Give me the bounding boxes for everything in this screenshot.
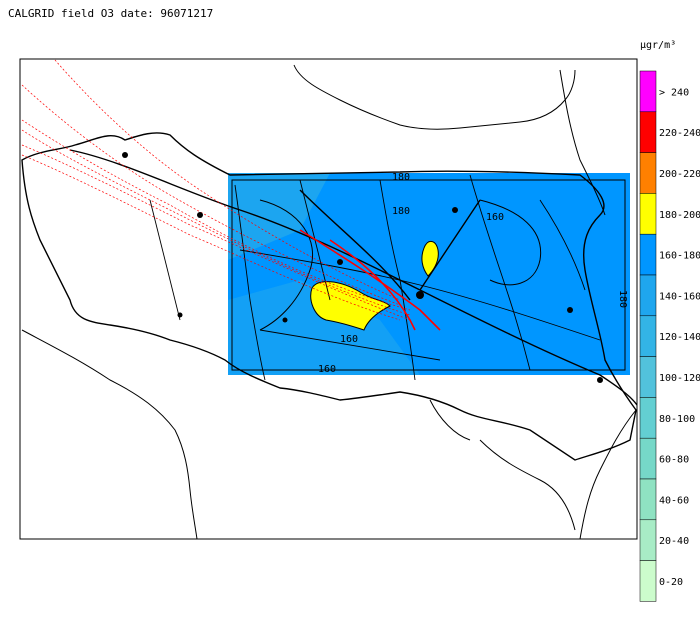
plume-trajectories bbox=[21, 59, 411, 321]
city-markers bbox=[122, 152, 603, 383]
legend-label: 200-220 bbox=[659, 169, 700, 180]
legend-swatch bbox=[639, 315, 657, 357]
contour-label: 180 bbox=[392, 172, 410, 183]
contour-label: 160 bbox=[318, 364, 336, 375]
legend-label: 20-40 bbox=[659, 536, 689, 547]
adriatic-coast-south bbox=[579, 409, 637, 540]
contour-lines bbox=[231, 179, 626, 371]
legend-swatch bbox=[639, 478, 657, 521]
legend-label: 40-60 bbox=[659, 495, 689, 506]
legend-label: 80-100 bbox=[659, 414, 695, 425]
legend-label: 160-180 bbox=[659, 251, 700, 262]
contour-label: 180 bbox=[617, 290, 628, 308]
legend-swatch bbox=[639, 560, 657, 602]
plume-core bbox=[299, 229, 441, 331]
legend-swatch bbox=[639, 70, 657, 113]
color-legend: > 240 220-240 200-220 180-200 160-180 140-160… bbox=[639, 70, 700, 602]
legend-label: > 240 bbox=[659, 87, 689, 98]
adriatic-coast-north bbox=[559, 69, 606, 216]
legend-swatch bbox=[639, 152, 657, 194]
region-boundary bbox=[21, 132, 637, 461]
inner-boundary bbox=[429, 399, 471, 441]
legend-swatch bbox=[639, 111, 657, 153]
legend-label: 100-120 bbox=[659, 373, 700, 384]
province-lines bbox=[149, 174, 601, 381]
legend-swatch bbox=[639, 437, 657, 480]
field-band-south bbox=[228, 280, 420, 375]
legend-label: 220-240 bbox=[659, 128, 700, 139]
legend-label: 120-140 bbox=[659, 332, 700, 343]
legend-label: 0-20 bbox=[659, 577, 683, 588]
contour-label: 180 bbox=[392, 206, 410, 217]
legend-swatch bbox=[639, 193, 657, 235]
legend-swatch bbox=[639, 519, 657, 561]
legend-swatch bbox=[639, 274, 657, 317]
contour-label: 160 bbox=[340, 334, 358, 345]
contour-label: 160 bbox=[486, 212, 504, 223]
unit-label: µgr/m³ bbox=[640, 40, 677, 51]
legend-label: 60-80 bbox=[659, 455, 689, 466]
legend-swatch bbox=[639, 356, 657, 398]
tyrrhenian-coast bbox=[21, 329, 198, 540]
legend-label: 180-200 bbox=[659, 210, 700, 221]
main-roads bbox=[69, 149, 638, 406]
legend-swatch bbox=[639, 233, 657, 276]
southern-boundary bbox=[479, 439, 576, 531]
legend-label: 140-160 bbox=[659, 291, 700, 302]
hotspot-south bbox=[310, 281, 391, 331]
map-title: CALGRID field O3 date: 96071217 bbox=[8, 7, 214, 20]
legend-swatch bbox=[639, 397, 657, 439]
